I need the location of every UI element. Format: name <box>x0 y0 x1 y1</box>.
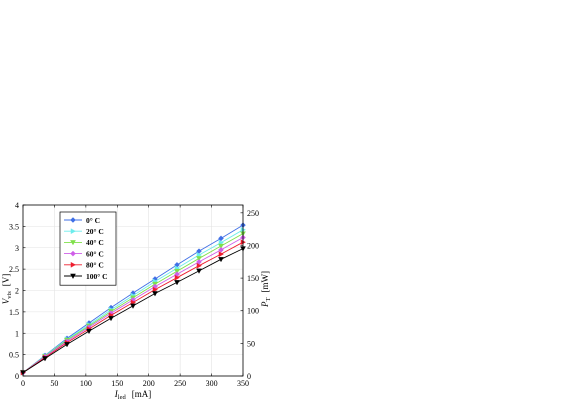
y-tick-label: 0 <box>15 372 19 381</box>
y-axis-label: Vvis[V] <box>1 274 13 305</box>
x-tick-label: 350 <box>237 379 249 388</box>
y2-tick-label: 250 <box>247 209 259 218</box>
y-tick-label: 4 <box>15 201 19 210</box>
data-point <box>218 243 224 249</box>
y-tick-label: 2.5 <box>9 265 19 274</box>
legend-entry: 20° C <box>64 227 104 236</box>
legend-entry: 80° C <box>64 261 104 270</box>
data-point <box>218 251 224 258</box>
data-point <box>152 291 158 297</box>
legend-marker <box>70 250 76 257</box>
series-layer <box>20 222 246 376</box>
ticks: 0 50 100 150 200 250 300 35000.511.522.533.5405… <box>9 201 259 388</box>
legend-label: 40° C <box>86 238 104 247</box>
legend-entry: 0° C <box>64 216 100 225</box>
legend-label: 20° C <box>86 227 104 236</box>
data-point <box>218 257 224 263</box>
y2-axis-label: PT[mW] <box>260 271 272 308</box>
x-tick-label: 50 <box>50 379 58 388</box>
y2-tick-label: 150 <box>247 274 259 283</box>
legend-label: 0° C <box>86 216 100 225</box>
x-axis-label: Iled [mA] <box>114 389 151 400</box>
data-point <box>174 280 180 286</box>
x-tick-label: 300 <box>206 379 218 388</box>
data-point <box>108 316 114 322</box>
y-tick-label: 1 <box>15 329 19 338</box>
y-tick-label: 0.5 <box>9 351 19 360</box>
y2-tick-label: 200 <box>247 241 259 250</box>
x-tick-label: 0 <box>21 379 25 388</box>
data-point <box>196 262 202 269</box>
x-tick-label: 150 <box>111 379 123 388</box>
data-point <box>196 256 202 262</box>
data-point <box>42 356 48 362</box>
y-tick-label: 3 <box>15 244 19 253</box>
y-tick-label: 2 <box>15 287 19 296</box>
legend-marker <box>70 240 76 246</box>
legend-entry: 60° C <box>64 249 104 258</box>
data-point <box>86 328 92 335</box>
legend: 0° C 20° C 40° C 60° C 80° C 100° C <box>59 211 117 286</box>
series-line <box>22 248 244 373</box>
y-tick-label: 3.5 <box>9 222 19 231</box>
x-tick-label: 200 <box>143 379 155 388</box>
data-point <box>174 274 180 281</box>
legend-entry: 100° C <box>64 272 108 281</box>
data-point <box>218 235 224 242</box>
legend-marker <box>70 217 76 223</box>
data-point <box>196 268 202 274</box>
legend-marker <box>70 228 76 235</box>
y2-tick-label: 0 <box>247 372 251 381</box>
y2-tick-label: 100 <box>247 307 259 316</box>
legend-entry: 40° C <box>64 238 104 247</box>
legend-label: 80° C <box>86 261 104 270</box>
y-tick-label: 1.5 <box>9 308 19 317</box>
legend-marker <box>70 273 76 279</box>
legend-box <box>59 211 117 286</box>
x-tick-label: 100 <box>80 379 92 388</box>
legend-marker <box>70 261 76 268</box>
data-point <box>64 342 70 348</box>
data-point <box>152 286 158 293</box>
data-point <box>218 247 224 253</box>
data-point <box>130 303 136 309</box>
y2-tick-label: 50 <box>247 339 255 348</box>
legend-label: 60° C <box>86 249 104 258</box>
legend-label: 100° C <box>86 272 108 281</box>
x-tick-label: 250 <box>174 379 186 388</box>
